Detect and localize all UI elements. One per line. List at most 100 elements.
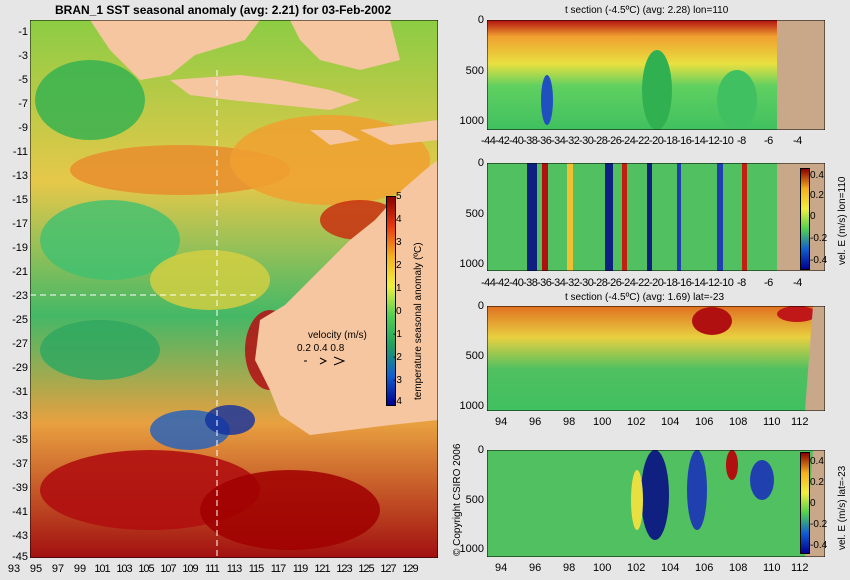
panel2-x-axis: -44 -42 -40 -38 -36 -34 -32 -30 -28 -26 … [481,277,825,291]
panel2-plot [487,163,825,271]
colorbar-tick: -4 [393,396,402,407]
panel1-x-tick: -16 [677,135,692,147]
panel4-colorbar-ticks: 0.4 0.2 0 -0.2 -0.4 [810,452,834,552]
panel1-x-tick: -32 [565,135,580,147]
panel2-x-tick: -40 [509,277,524,289]
velocity-legend-arrows [304,356,346,366]
panel4-x-tick: 98 [563,562,576,574]
colorbar-tick: -2 [393,352,402,363]
panel4-x-tick: 112 [791,562,809,574]
panel1-title: t section (-4.5ºC) (avg: 2.28) lon=110 [565,5,729,16]
colorbar-tick: 0.4 [810,170,824,181]
panel3-x-axis: 94 96 98 100 102 104 106 108 110 112 [487,416,825,430]
panel4-y-tick: 0 [477,444,484,456]
panel1-x-tick: -30 [579,135,594,147]
map-y-tick: -7 [18,98,28,110]
map-y-tick: -21 [12,266,28,278]
panel2-x-tick: -12 [705,277,720,289]
panel1-x-tick: -38 [523,135,538,147]
map-y-tick: -35 [12,434,28,446]
colorbar-tick: 0.2 [810,477,824,488]
map-colorbar-ticks: 5 4 3 2 1 0 -1 -2 -3 -4 [393,191,410,408]
panel4-y-tick: 1000 [459,543,484,555]
colorbar-tick: -0.4 [810,540,828,551]
map-y-axis: -1 -3 -5 -7 -9 -11 -13 -15 -17 -19 -21 -… [0,20,28,563]
map-y-tick: -41 [12,506,28,518]
colorbar-label: temperature seasonal anomaly (ºC) [413,242,424,400]
map-y-tick: -1 [18,26,28,38]
panel1-x-tick: -28 [593,135,608,147]
panel1-x-tick: -6 [764,135,773,147]
map-y-tick: -5 [18,74,28,86]
panel4-y-tick: 500 [465,494,484,506]
panel2-colorbar [800,168,810,270]
panel4-x-tick: 102 [627,562,646,574]
map-x-tick: 93 [7,563,21,575]
colorbar-tick: 0.4 [810,456,824,467]
panel1-x-tick: -22 [635,135,650,147]
panel4-x-tick: 94 [495,562,508,574]
map-y-tick: -43 [12,530,28,542]
panel2-x-tick: -36 [537,277,552,289]
map-x-tick: 101 [94,563,110,575]
panel2-x-tick: -28 [593,277,608,289]
panel2-colorbar-label: vel. E (m/s) lon=110 [837,176,848,265]
map-y-tick: -27 [12,338,28,350]
colorbar-tick: 0 [810,498,816,509]
panel2-x-tick: -6 [764,277,773,289]
panel4-colorbar-label: vel. E (m/s) lat=-23 [837,465,848,550]
map-y-tick: -29 [12,362,28,374]
panel1-x-tick: -24 [621,135,636,147]
map-x-tick: 107 [160,563,176,575]
map-y-tick: -19 [12,242,28,254]
panel3-x-tick: 100 [593,416,612,428]
panel3-plot [487,306,825,411]
panel2-x-tick: -26 [607,277,622,289]
panel1-plot [487,20,825,130]
colorbar-tick: 0 [810,211,816,222]
panel1-x-tick: -12 [705,135,720,147]
panel1-y-tick: 1000 [459,115,484,127]
panel3-y-tick: 0 [477,300,484,312]
map-x-tick: 95 [29,563,43,575]
panel1-y-tick: 500 [465,65,484,77]
map-y-tick: -33 [12,410,28,422]
panel2-x-tick: -14 [691,277,706,289]
colorbar-tick: -0.4 [810,255,828,266]
panel4-x-tick: 108 [729,562,748,574]
panel2-x-tick: -18 [663,277,678,289]
map-x-tick: 105 [138,563,154,575]
map-x-tick: 109 [182,563,198,575]
panel4-x-tick: 104 [661,562,680,574]
map-y-tick: -39 [12,482,28,494]
map-x-tick: 127 [380,563,396,575]
panel2-x-tick: -24 [621,277,636,289]
panel3-x-tick: 110 [763,416,781,428]
panel2-x-tick: -8 [737,277,746,289]
panel4-x-axis: 94 96 98 100 102 104 106 108 110 112 [487,562,825,576]
panel2-x-tick: -38 [523,277,538,289]
map-colorbar [386,196,396,406]
panel2-x-tick: -16 [677,277,692,289]
panel4-x-tick: 106 [695,562,714,574]
panel3-y-tick: 500 [465,350,484,362]
panel1-x-tick: -8 [737,135,746,147]
colorbar-tick: 2 [396,260,402,271]
map-y-tick: -37 [12,458,28,470]
colorbar-tick: 4 [396,214,402,225]
panel2-x-tick: -30 [579,277,594,289]
panel1-x-tick: -10 [719,135,734,147]
map-y-tick: -31 [12,386,28,398]
panel1-y-tick: 0 [477,14,484,26]
panel1-x-tick: -42 [495,135,510,147]
map-x-tick: 111 [205,563,220,575]
colorbar-tick: 0 [396,306,402,317]
panel3-x-tick: 112 [791,416,809,428]
panel2-x-tick: -32 [565,277,580,289]
panel3-y-tick: 1000 [459,400,484,412]
panel4-plot [487,450,825,557]
panel2-x-tick: -20 [649,277,664,289]
panel2-colorbar-ticks: 0.4 0.2 0 -0.2 -0.4 [810,168,834,268]
map-y-tick: -13 [12,170,28,182]
map-y-tick: -45 [12,551,28,563]
